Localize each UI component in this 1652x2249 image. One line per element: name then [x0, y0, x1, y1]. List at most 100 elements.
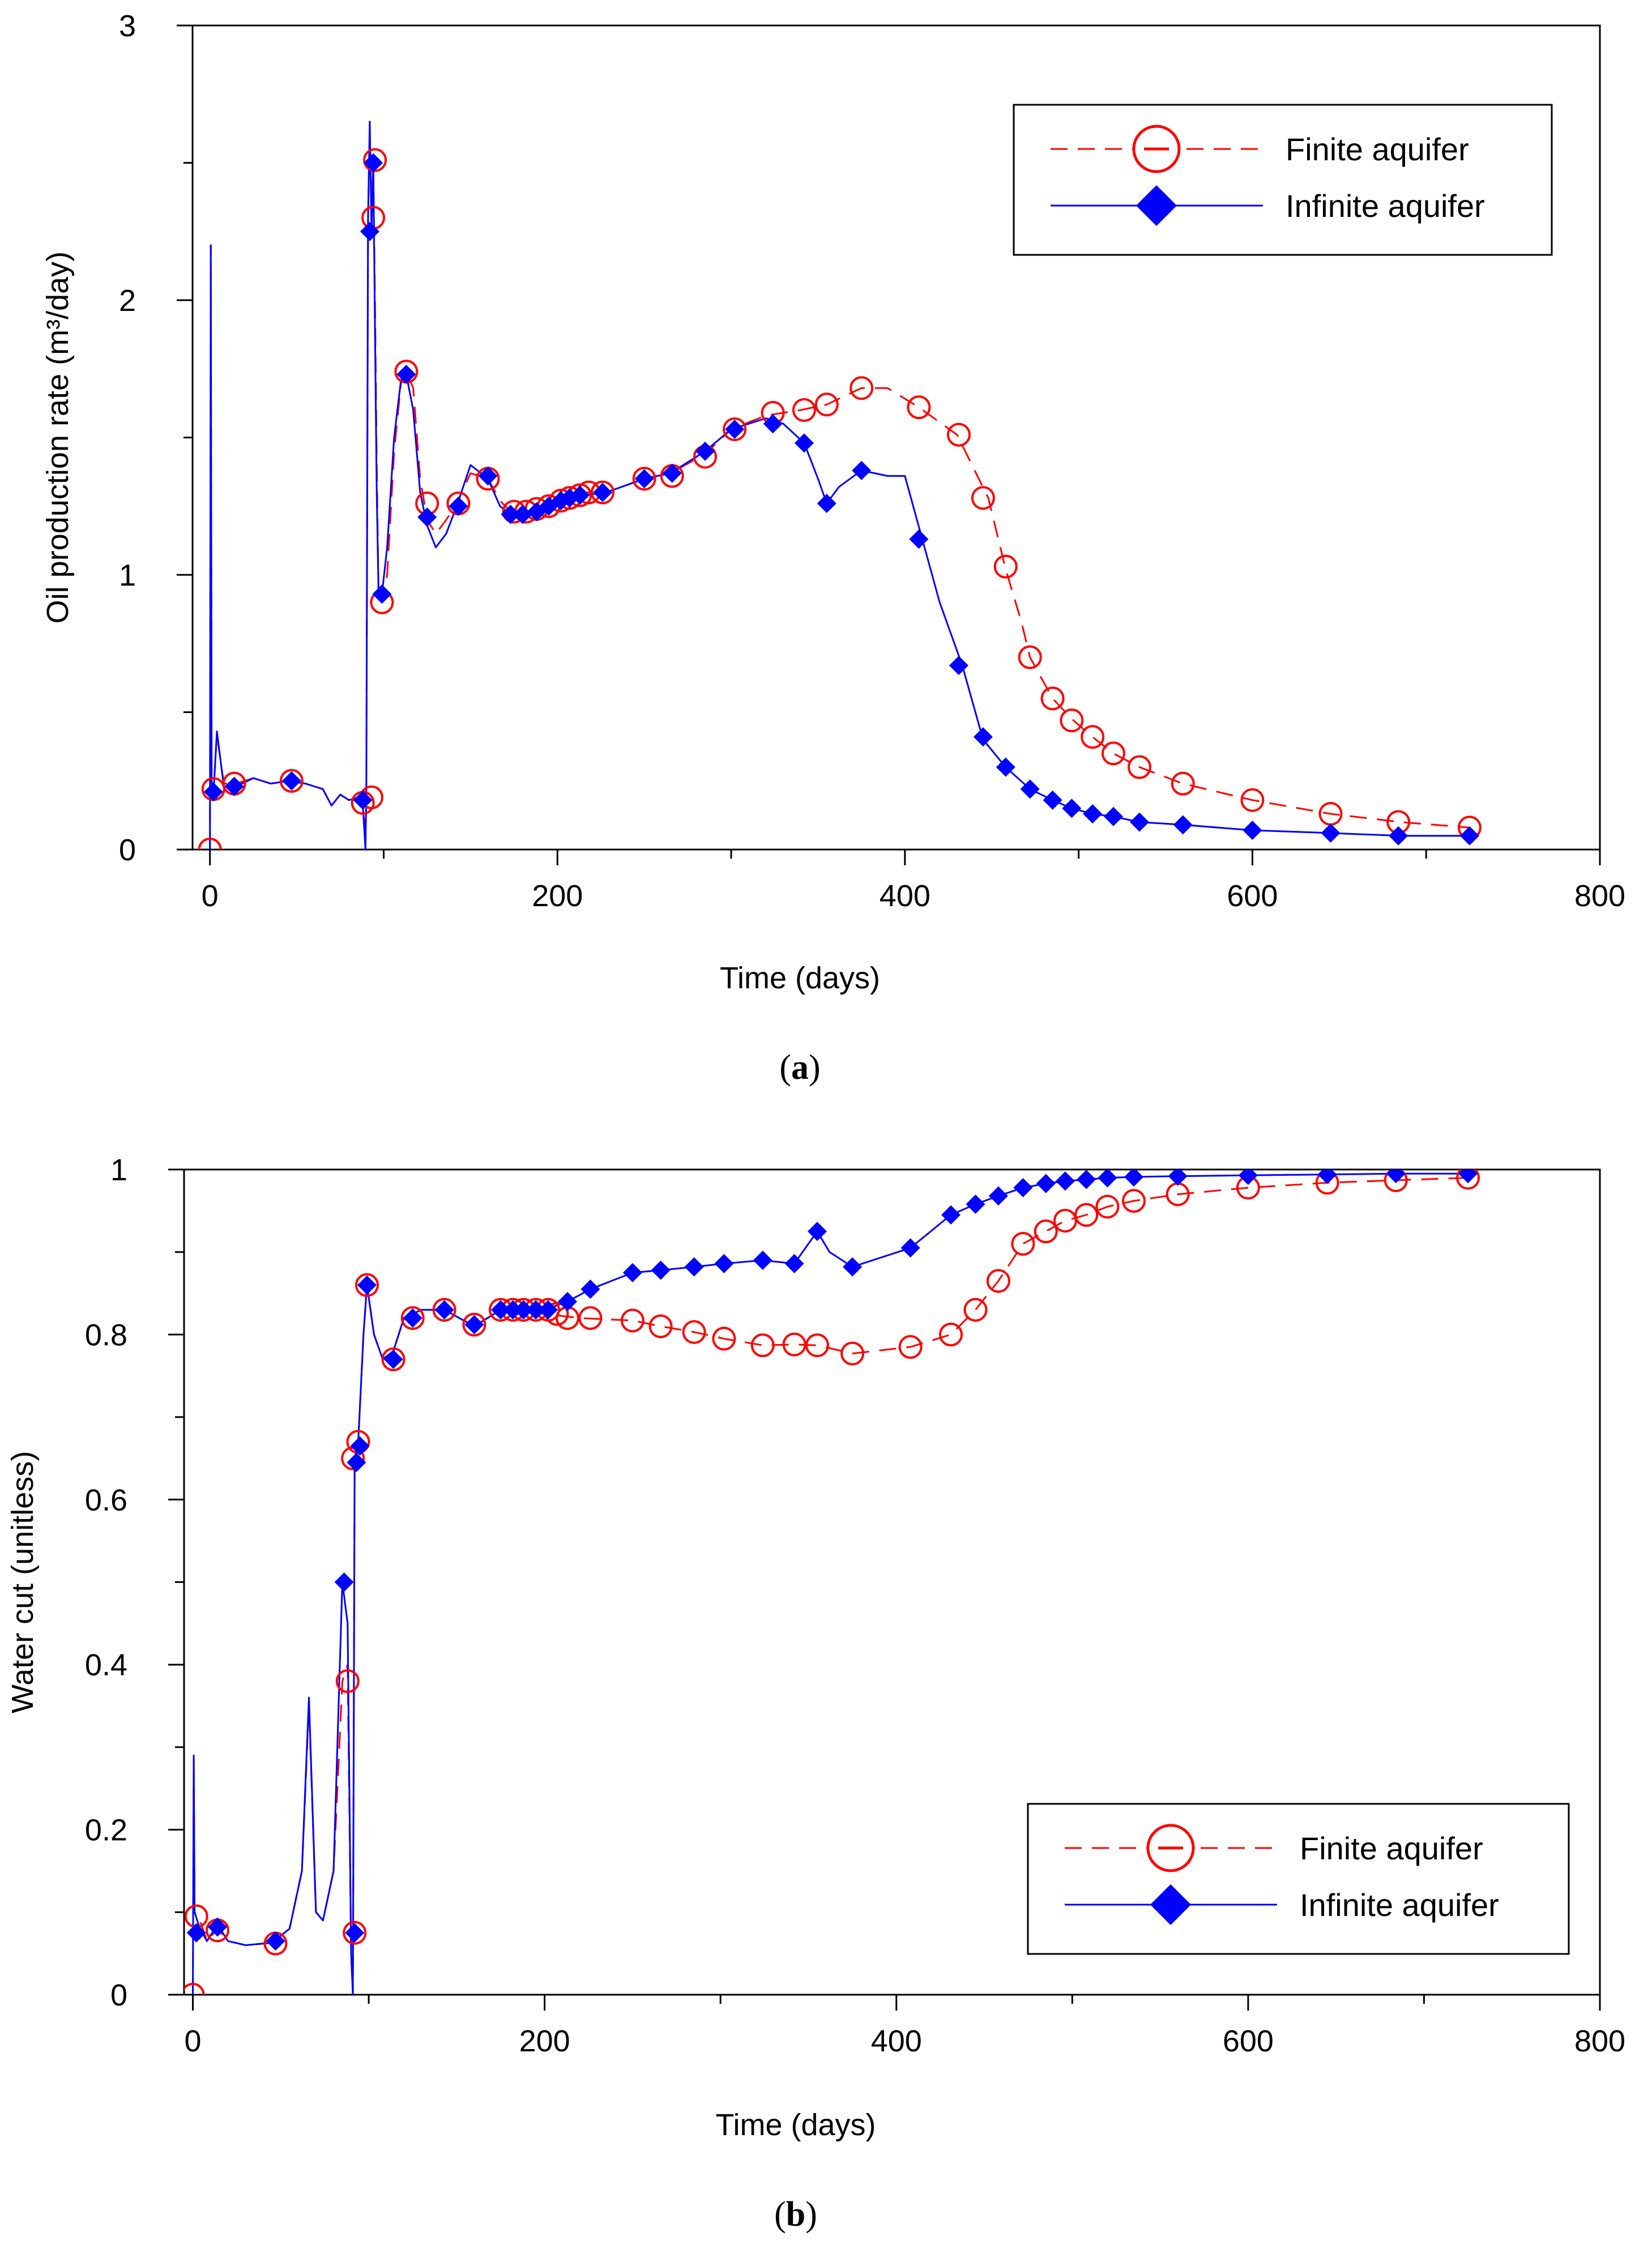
y-tick-label: 0.8: [85, 1318, 127, 1352]
data-point-infinite-aquifer: [491, 1300, 511, 1320]
data-point-infinite-aquifer: [372, 584, 392, 604]
y-tick-label: 1: [119, 558, 136, 592]
data-point-infinite-aquifer: [1077, 1170, 1096, 1189]
data-point-infinite-aquifer: [973, 727, 993, 747]
data-point-infinite-aquifer: [996, 757, 1015, 777]
data-point-finite-aquifer: [1060, 709, 1084, 733]
data-point-infinite-aquifer: [1459, 826, 1479, 846]
data-point-infinite-aquifer: [364, 153, 383, 173]
data-point-infinite-aquifer: [186, 1923, 206, 1943]
data-point-infinite-aquifer: [208, 1917, 228, 1937]
data-point-finite-aquifer: [805, 1333, 830, 1358]
data-point-infinite-aquifer: [513, 505, 532, 524]
data-point-finite-aquifer: [355, 1273, 379, 1297]
data-point-infinite-aquifer: [852, 460, 872, 480]
data-point-infinite-aquifer: [1130, 812, 1150, 832]
data-point-infinite-aquifer: [808, 1222, 827, 1241]
data-point-finite-aquifer: [1018, 645, 1042, 669]
x-axis-title: Time (days): [720, 961, 880, 995]
data-point-finite-aquifer: [1101, 741, 1125, 766]
data-point-finite-aquifer: [1040, 686, 1065, 711]
data-point-infinite-aquifer: [714, 1254, 734, 1274]
data-point-infinite-aquifer: [1124, 1170, 1144, 1187]
series-layer: [184, 1170, 1480, 1995]
data-point-infinite-aquifer: [570, 485, 590, 505]
data-point-infinite-aquifer: [360, 221, 379, 241]
data-point-infinite-aquifer: [203, 782, 223, 802]
data-point-finite-aquifer: [682, 1320, 706, 1345]
chart-panel-a: 0 200 400 600 800 0 1 2 3 Time (days) Oil producti…: [41, 9, 1625, 1087]
data-point-infinite-aquifer: [753, 1251, 772, 1270]
data-point-finite-aquifer: [782, 1332, 806, 1356]
data-point-finite-aquifer: [1122, 1189, 1146, 1213]
legend-label-finite-aquifer: Finite aquifer: [1286, 131, 1469, 167]
data-point-infinite-aquifer: [1238, 1170, 1258, 1185]
data-point-infinite-aquifer: [1055, 1171, 1075, 1191]
data-point-infinite-aquifer: [434, 1300, 454, 1320]
data-point-infinite-aquifer: [1083, 804, 1103, 823]
legend-label-infinite-aquifer: Infinite aquifer: [1286, 188, 1485, 224]
data-point-finite-aquifer: [1384, 1170, 1408, 1192]
data-point-finite-aquifer: [1034, 1219, 1058, 1244]
legend-box: [1013, 104, 1553, 256]
data-point-finite-aquifer: [1240, 788, 1265, 812]
data-point-infinite-aquifer: [949, 656, 968, 676]
data-point-finite-aquifer: [648, 1314, 673, 1338]
data-point-infinite-aquifer: [347, 1453, 366, 1473]
data-point-infinite-aquifer: [763, 414, 783, 434]
data-point-infinite-aquifer: [725, 419, 745, 439]
data-point-infinite-aquifer: [353, 790, 373, 810]
data-point-infinite-aquifer: [357, 1275, 377, 1295]
data-point-infinite-aquifer: [464, 1315, 484, 1334]
data-point-finite-aquifer: [400, 1306, 425, 1330]
data-point-finite-aquifer: [712, 1326, 736, 1351]
y-tick-label: 0: [119, 833, 136, 867]
y-tick-label: 0: [110, 1978, 127, 2012]
data-point-finite-aquifer: [1171, 771, 1195, 796]
data-point-infinite-aquifer: [1043, 790, 1062, 810]
data-point-finite-aquifer: [1074, 1203, 1099, 1227]
data-point-infinite-aquifer: [1103, 806, 1123, 826]
data-point-infinite-aquifer: [909, 529, 929, 549]
y-tick-label: 0.2: [85, 1813, 127, 1847]
data-point-infinite-aquifer: [538, 1300, 558, 1320]
data-point-finite-aquifer: [939, 1322, 963, 1347]
legend-marker-infinite-aquifer: [1136, 185, 1177, 226]
data-point-finite-aquifer: [1011, 1232, 1035, 1256]
data-point-infinite-aquifer: [817, 493, 836, 513]
series-line-infinite-aquifer: [192, 1172, 1469, 1995]
data-point-finite-aquifer: [986, 1269, 1010, 1293]
data-point-infinite-aquifer: [900, 1238, 920, 1258]
data-point-infinite-aquifer: [843, 1257, 863, 1277]
data-point-infinite-aquifer: [345, 1923, 365, 1943]
data-point-finite-aquifer: [184, 1983, 205, 1995]
data-point-infinite-aquifer: [526, 1300, 546, 1320]
data-point-infinite-aquifer: [1317, 1170, 1337, 1184]
data-point-finite-aquifer: [279, 769, 304, 793]
data-point-infinite-aquifer: [695, 441, 715, 461]
x-tick-label: 400: [871, 2024, 922, 2058]
data-point-infinite-aquifer: [1036, 1173, 1056, 1193]
data-point-infinite-aquifer: [501, 505, 520, 524]
y-tick-label: 3: [119, 9, 136, 43]
data-point-infinite-aquifer: [1389, 826, 1408, 846]
data-point-finite-aquifer: [1095, 1194, 1120, 1219]
data-point-finite-aquifer: [1081, 725, 1105, 749]
data-point-finite-aquifer: [971, 486, 995, 510]
series-layer: [198, 121, 1482, 850]
data-point-infinite-aquifer: [662, 463, 682, 483]
data-point-finite-aquifer: [840, 1341, 865, 1365]
data-point-infinite-aquifer: [383, 1350, 403, 1369]
x-tick-label: 600: [1227, 879, 1278, 913]
legend: Finite aquifer Infinite aquifer: [1027, 1803, 1570, 1955]
y-tick-label: 1: [110, 1153, 127, 1187]
y-axis-title: Water cut (unitless): [6, 1451, 40, 1713]
x-tick-label: 200: [532, 879, 583, 913]
data-point-infinite-aquifer: [417, 507, 437, 527]
data-point-finite-aquifer: [632, 467, 656, 491]
data-point-infinite-aquifer: [558, 1292, 578, 1312]
y-tick-label: 2: [119, 284, 136, 318]
data-point-infinite-aquifer: [1243, 821, 1262, 840]
data-point-infinite-aquifer: [966, 1194, 985, 1214]
data-point-finite-aquifer: [620, 1308, 644, 1333]
